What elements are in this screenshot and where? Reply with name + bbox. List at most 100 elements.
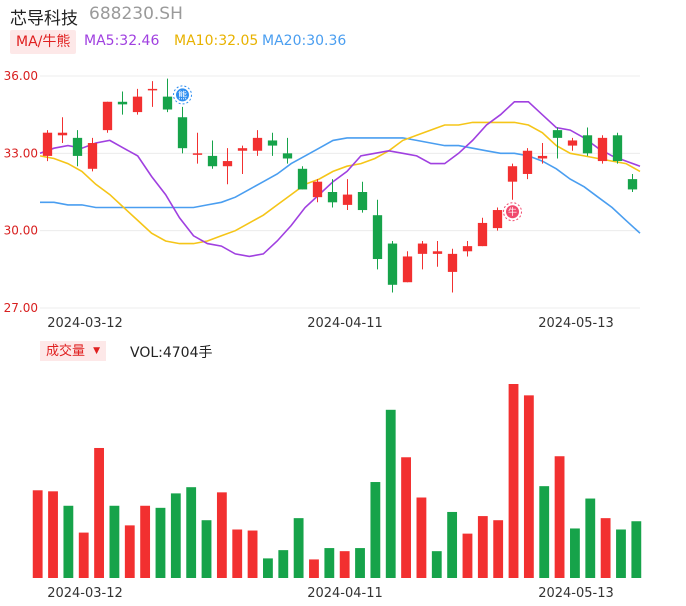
volume-bar [124, 525, 135, 578]
candle-body [192, 153, 203, 155]
volume-bar [140, 505, 151, 578]
candle-body [207, 155, 218, 167]
volume-bar [232, 529, 243, 578]
candle-body [627, 179, 638, 190]
volume-bar [293, 518, 304, 578]
candle-body [87, 143, 98, 169]
volume-indicator-button[interactable]: 成交量 ▼ [40, 341, 107, 361]
x-tick-label: 2024-03-12 [47, 316, 123, 331]
volume-bar [585, 498, 596, 578]
candle-body [42, 132, 53, 156]
y-tick-label: 36.00 [4, 69, 38, 83]
volume-bar [570, 528, 580, 578]
volume-bar [539, 486, 550, 578]
volume-bar [616, 529, 626, 578]
y-tick-label: 33.00 [4, 146, 38, 160]
volume-bar [32, 490, 43, 578]
candle-body [507, 166, 518, 182]
x-tick-label: 2024-05-13 [538, 316, 614, 331]
bull-badge-icon-text: 牛 [508, 206, 517, 218]
bear-badge-icon-text: 熊 [178, 89, 187, 101]
stock-name: 芯导科技 [10, 9, 78, 29]
ma-toggle-button[interactable]: MA/牛熊 [10, 30, 77, 54]
volume-bar [94, 447, 104, 578]
bull-badge-icon: 牛 [503, 202, 522, 222]
candle-body [612, 135, 623, 162]
ma5-line [39, 101, 641, 258]
volume-bar [109, 505, 120, 578]
volume-bar [339, 551, 350, 578]
volume-bar [385, 409, 396, 578]
volume-bar [477, 516, 488, 578]
candle-body [342, 194, 353, 205]
ma20-label: MA20:30.36 [262, 33, 347, 49]
volume-bar [447, 511, 458, 578]
volume-bar [247, 530, 258, 578]
candle-body [387, 243, 398, 285]
candle-body [297, 168, 308, 190]
volume-bar [155, 507, 166, 578]
candle-body [162, 96, 173, 110]
candle-body [327, 192, 338, 203]
volume-bar [401, 457, 411, 578]
volume-bar [416, 497, 427, 578]
volume-x-tick-label: 2024-05-13 [538, 586, 614, 601]
candle-body [72, 137, 83, 156]
candle-body [522, 150, 533, 174]
bear-badge-icon-dot [176, 88, 189, 102]
candle-body [57, 132, 68, 136]
candle-body [132, 96, 143, 113]
volume-bar [462, 533, 473, 578]
candle-body [447, 253, 458, 272]
volume-bar [278, 550, 289, 578]
dropdown-arrow-icon: ▼ [93, 346, 101, 356]
ma10-line [39, 121, 641, 245]
volume-bar [78, 532, 89, 578]
y-tick-label: 27.00 [4, 301, 38, 315]
ma10-label: MA10:32.05 [174, 33, 259, 49]
volume-bar [263, 558, 273, 578]
candle-body [477, 222, 488, 247]
volume-x-tick-label: 2024-04-11 [307, 586, 383, 601]
volume-bar [309, 559, 319, 578]
ma5-label: MA5:32.46 [84, 33, 160, 49]
candle-body [537, 155, 548, 159]
volume-bar [508, 384, 519, 578]
candle-body [462, 246, 473, 252]
candle-body [582, 135, 593, 154]
candle-body [357, 192, 368, 211]
volume-bar [600, 518, 611, 578]
volume-bar [370, 482, 381, 578]
candle-body [222, 161, 233, 167]
volume-bar [631, 521, 642, 578]
volume-bar [216, 492, 227, 578]
bull-badge-icon-dot [506, 205, 519, 219]
volume-bar [186, 487, 197, 578]
volume-bar [493, 520, 504, 578]
volume-bar [431, 551, 442, 578]
candle-body [282, 153, 293, 159]
candle-body [402, 256, 413, 283]
volume-bar [355, 548, 365, 578]
candle-body [432, 251, 443, 254]
volume-bar [63, 505, 74, 578]
candle-body [552, 130, 563, 138]
volume-x-tick-label: 2024-03-12 [47, 586, 123, 601]
candle-body [147, 88, 158, 91]
candle-body [117, 101, 128, 105]
x-tick-label: 2024-04-11 [307, 316, 383, 331]
volume-bar [523, 395, 534, 578]
volume-bar [554, 456, 565, 578]
candle-body [102, 101, 113, 131]
volume-bar [170, 493, 181, 578]
candle-body [417, 243, 428, 254]
volume-value: VOL:4704手 [130, 345, 213, 361]
candle-body [492, 210, 503, 229]
y-tick-label: 30.00 [4, 224, 38, 238]
candle-body [237, 148, 248, 151]
volume-bar [324, 548, 335, 578]
ma20-line [40, 137, 641, 234]
candle-body [267, 140, 278, 146]
candle-body [567, 140, 578, 146]
